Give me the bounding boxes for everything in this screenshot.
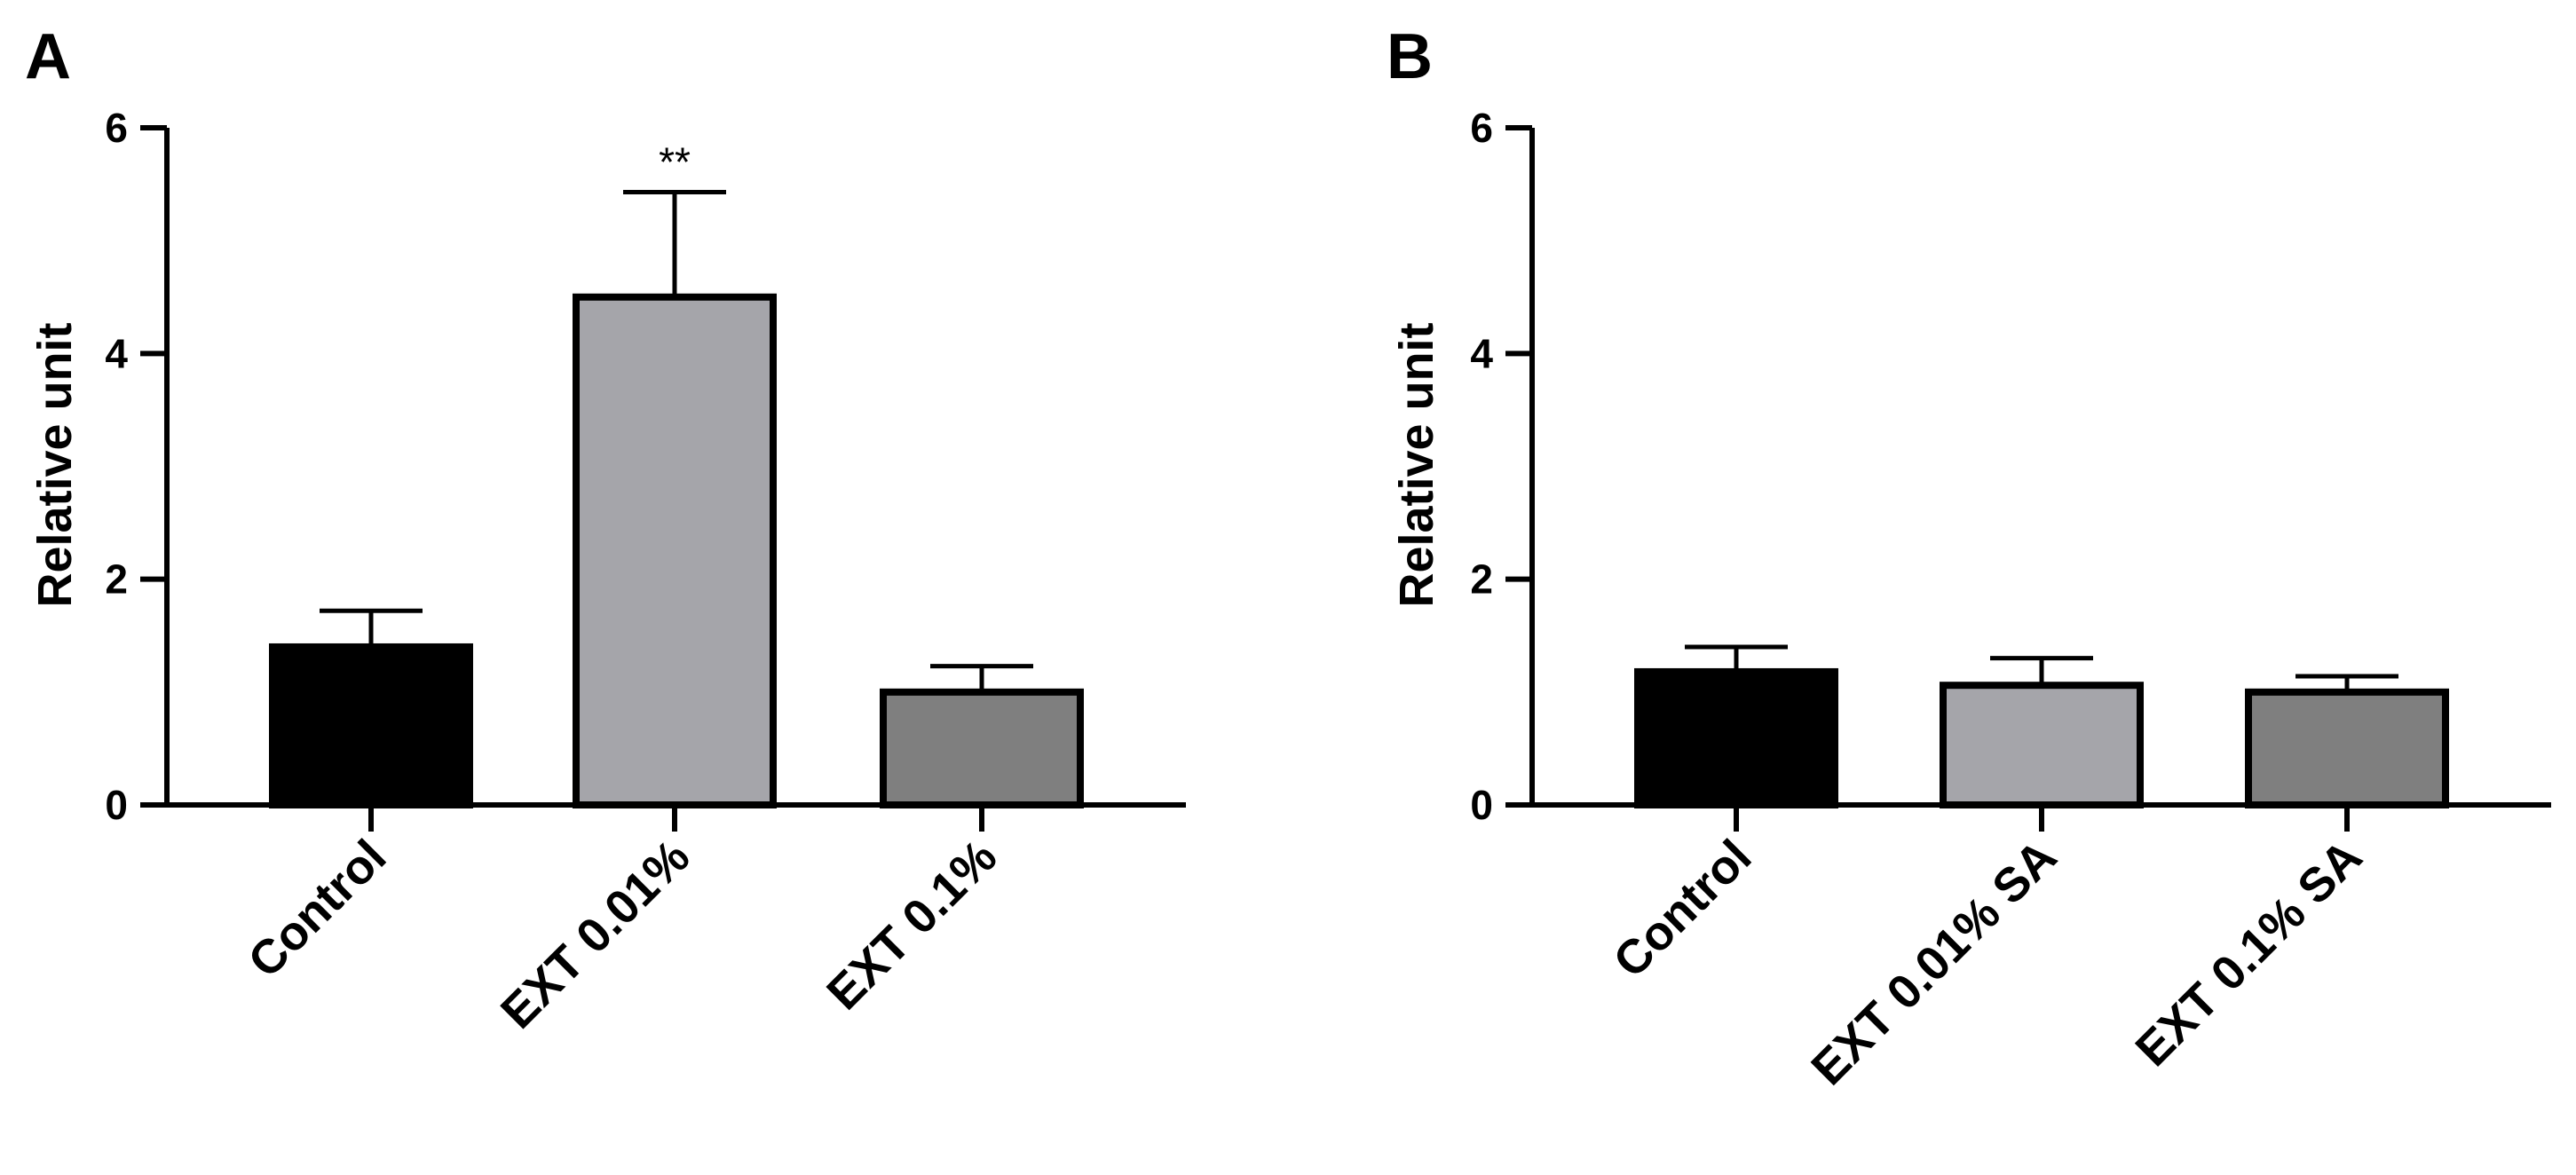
category-label-b-0: Control xyxy=(1603,830,1761,988)
bar-b-0 xyxy=(1634,667,1838,809)
panel-b: B Relative unit 0 2 4 6 Control EXT 0.01% SA… xyxy=(1387,21,2551,1095)
significance-label-a-1: ** xyxy=(659,138,691,185)
y-tick-label-a-2: 4 xyxy=(105,330,128,376)
category-label-b-1: EXT 0.01% SA xyxy=(1801,830,2066,1095)
bar-b-2 xyxy=(2245,688,2449,808)
axes-a xyxy=(164,128,1186,808)
panel-letter-a: A xyxy=(25,21,71,92)
bar-b-1 xyxy=(1940,682,2144,808)
category-label-a-0: Control xyxy=(238,830,396,988)
y-ticks-a: 0 2 4 6 xyxy=(105,105,167,828)
y-tick-label-a-1: 2 xyxy=(105,556,128,603)
bar-a-0 xyxy=(269,643,473,809)
panel-letter-b: B xyxy=(1387,21,1433,92)
bar-a-2 xyxy=(880,688,1084,808)
y-tick-label-b-2: 4 xyxy=(1470,330,1493,376)
category-labels-a: Control EXT 0.01% EXT 0.1% xyxy=(238,830,1007,1039)
y-ticks-b: 0 2 4 6 xyxy=(1470,105,1532,828)
y-tick-label-b-0: 0 xyxy=(1470,782,1493,828)
y-tick-label-b-1: 2 xyxy=(1470,556,1493,603)
axes-b xyxy=(1529,128,2551,808)
bar-a-1 xyxy=(573,293,777,808)
category-label-a-1: EXT 0.01% xyxy=(491,830,700,1039)
category-label-a-2: EXT 0.1% xyxy=(817,830,1007,1020)
y-tick-label-a-3: 6 xyxy=(105,105,128,151)
y-axis-label-a: Relative unit xyxy=(28,322,82,607)
y-tick-label-b-3: 6 xyxy=(1470,105,1493,151)
panel-a: A Relative unit 0 2 4 6 ** Control EXT 0.01%… xyxy=(25,21,1186,1039)
category-labels-b: Control EXT 0.01% SA EXT 0.1% SA xyxy=(1603,830,2372,1095)
y-axis-label-b: Relative unit xyxy=(1390,322,1443,607)
y-tick-label-a-0: 0 xyxy=(105,782,128,828)
category-label-b-2: EXT 0.1% SA xyxy=(2126,830,2373,1076)
bars-a: ** xyxy=(269,138,1084,832)
